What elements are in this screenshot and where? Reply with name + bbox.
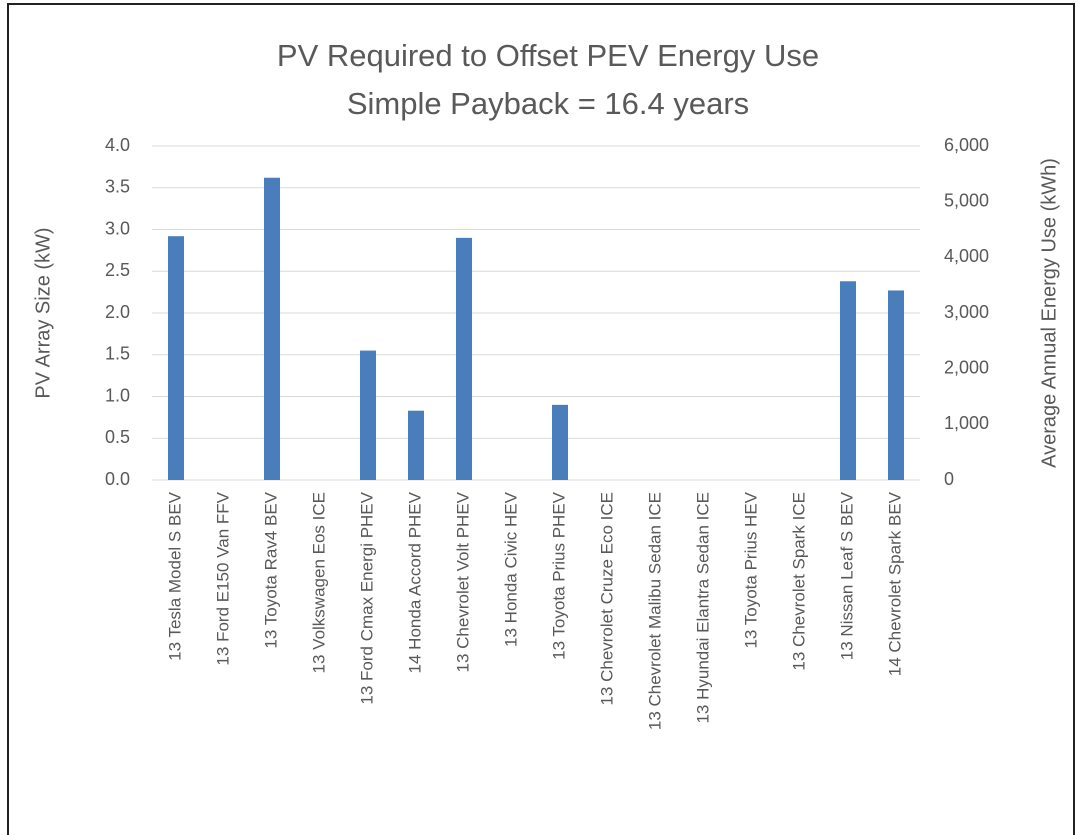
bar [552, 404, 568, 480]
bar [408, 410, 424, 480]
y-tick-label: 0.5 [105, 427, 130, 447]
y-tick-label: 1.0 [105, 385, 130, 405]
y2-tick-label: 1,000 [944, 413, 989, 433]
x-tick-label: 13 Tesla Model S BEV [165, 491, 184, 660]
x-tick-label: 13 Volkswagen Eos ICE [309, 492, 328, 673]
x-tick-label: 13 Hyundai Elantra Sedan ICE [693, 492, 712, 724]
y-tick-label: 3.0 [105, 218, 130, 238]
bar [456, 237, 472, 480]
x-tick-label: 13 Honda Civic HEV [501, 491, 520, 647]
x-tick-label: 13 Chevrolet Volt PHEV [453, 491, 472, 672]
chart-subtitle: Simple Payback = 16.4 years [347, 86, 749, 121]
x-tick-label: 13 Toyota Prius HEV [741, 491, 760, 648]
bar [168, 236, 184, 480]
x-tick-label: 13 Chevrolet Malibu Sedan ICE [645, 492, 664, 730]
y2-tick-label: 0 [944, 469, 954, 489]
y-axis-label: PV Array Size (kW) [32, 227, 54, 398]
y-tick-label: 0.0 [105, 469, 130, 489]
x-tick-label: 13 Ford Cmax Energi PHEV [357, 491, 376, 704]
y-tick-label: 2.0 [105, 302, 130, 322]
y2-tick-label: 2,000 [944, 357, 989, 377]
x-tick-label: 14 Honda Accord PHEV [405, 491, 424, 673]
x-tick-label: 13 Ford E150 Van FFV [213, 491, 232, 665]
y-tick-label: 2.5 [105, 260, 130, 280]
x-tick-label: 13 Toyota Rav4 BEV [261, 491, 280, 648]
frame [7, 3, 1075, 835]
bar [360, 350, 376, 480]
bar [840, 281, 856, 480]
y-tick-label: 4.0 [105, 135, 130, 155]
y-tick-label: 1.5 [105, 344, 130, 364]
y2-tick-label: 4,000 [944, 246, 989, 266]
y2-axis-label: Average Annual Energy Use (kWh) [1038, 158, 1060, 468]
x-tick-label: 13 Chevrolet Cruze Eco ICE [597, 492, 616, 706]
y-tick-label: 3.5 [105, 177, 130, 197]
x-tick-label: 13 Nissan Leaf S BEV [837, 491, 856, 660]
x-tick-label: 13 Chevrolet Spark ICE [789, 492, 808, 671]
bar [264, 177, 280, 481]
x-tick-label: 14 Chevrolet Spark BEV [885, 491, 904, 676]
bar [888, 290, 904, 480]
y2-tick-label: 3,000 [944, 302, 989, 322]
y2-tick-label: 5,000 [944, 190, 989, 210]
x-tick-label: 13 Toyota Prius PHEV [549, 491, 568, 660]
y2-tick-label: 6,000 [944, 135, 989, 155]
chart-title: PV Required to Offset PEV Energy Use [277, 38, 819, 73]
